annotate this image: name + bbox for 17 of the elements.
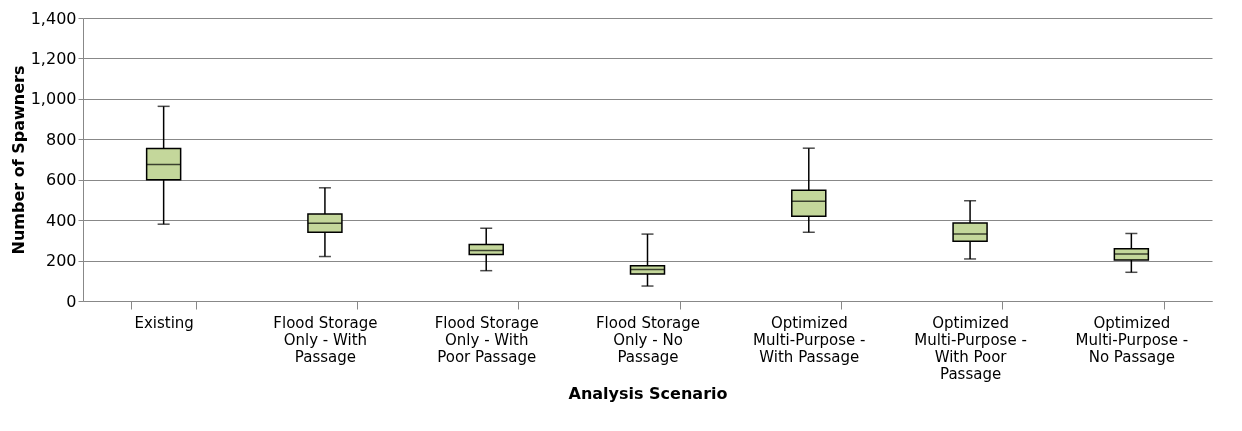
x-tick-label: Flood Storage Only - No Passage — [595, 313, 701, 366]
y-tick-label: 600 — [45, 170, 77, 190]
x-tick-label: Flood Storage Only - With Passage — [273, 313, 378, 366]
y-tick-label: 400 — [45, 210, 77, 230]
y-tick-label: 200 — [45, 251, 77, 271]
x-tick-label: Flood Storage Only - With Poor Passage — [434, 313, 539, 366]
y-tick-label: 1,400 — [30, 8, 77, 28]
y-tick-label: 0 — [66, 291, 77, 311]
y-tick-label: 1,200 — [30, 48, 77, 68]
x-tick-label: Optimized Multi-Purpose - With Poor Passage — [914, 313, 1027, 383]
y-axis-title: Number of Spawners — [8, 65, 28, 255]
y-tick-label: 800 — [45, 129, 77, 149]
x-tick-label: Existing — [134, 313, 194, 332]
y-tick-label: 1,000 — [30, 89, 77, 109]
x-axis-title: Analysis Scenario — [568, 383, 728, 403]
x-tick-label: Optimized Multi-Purpose - No Passage — [1075, 313, 1189, 366]
x-tick-label: Optimized Multi-Purpose - With Passage — [753, 313, 866, 366]
